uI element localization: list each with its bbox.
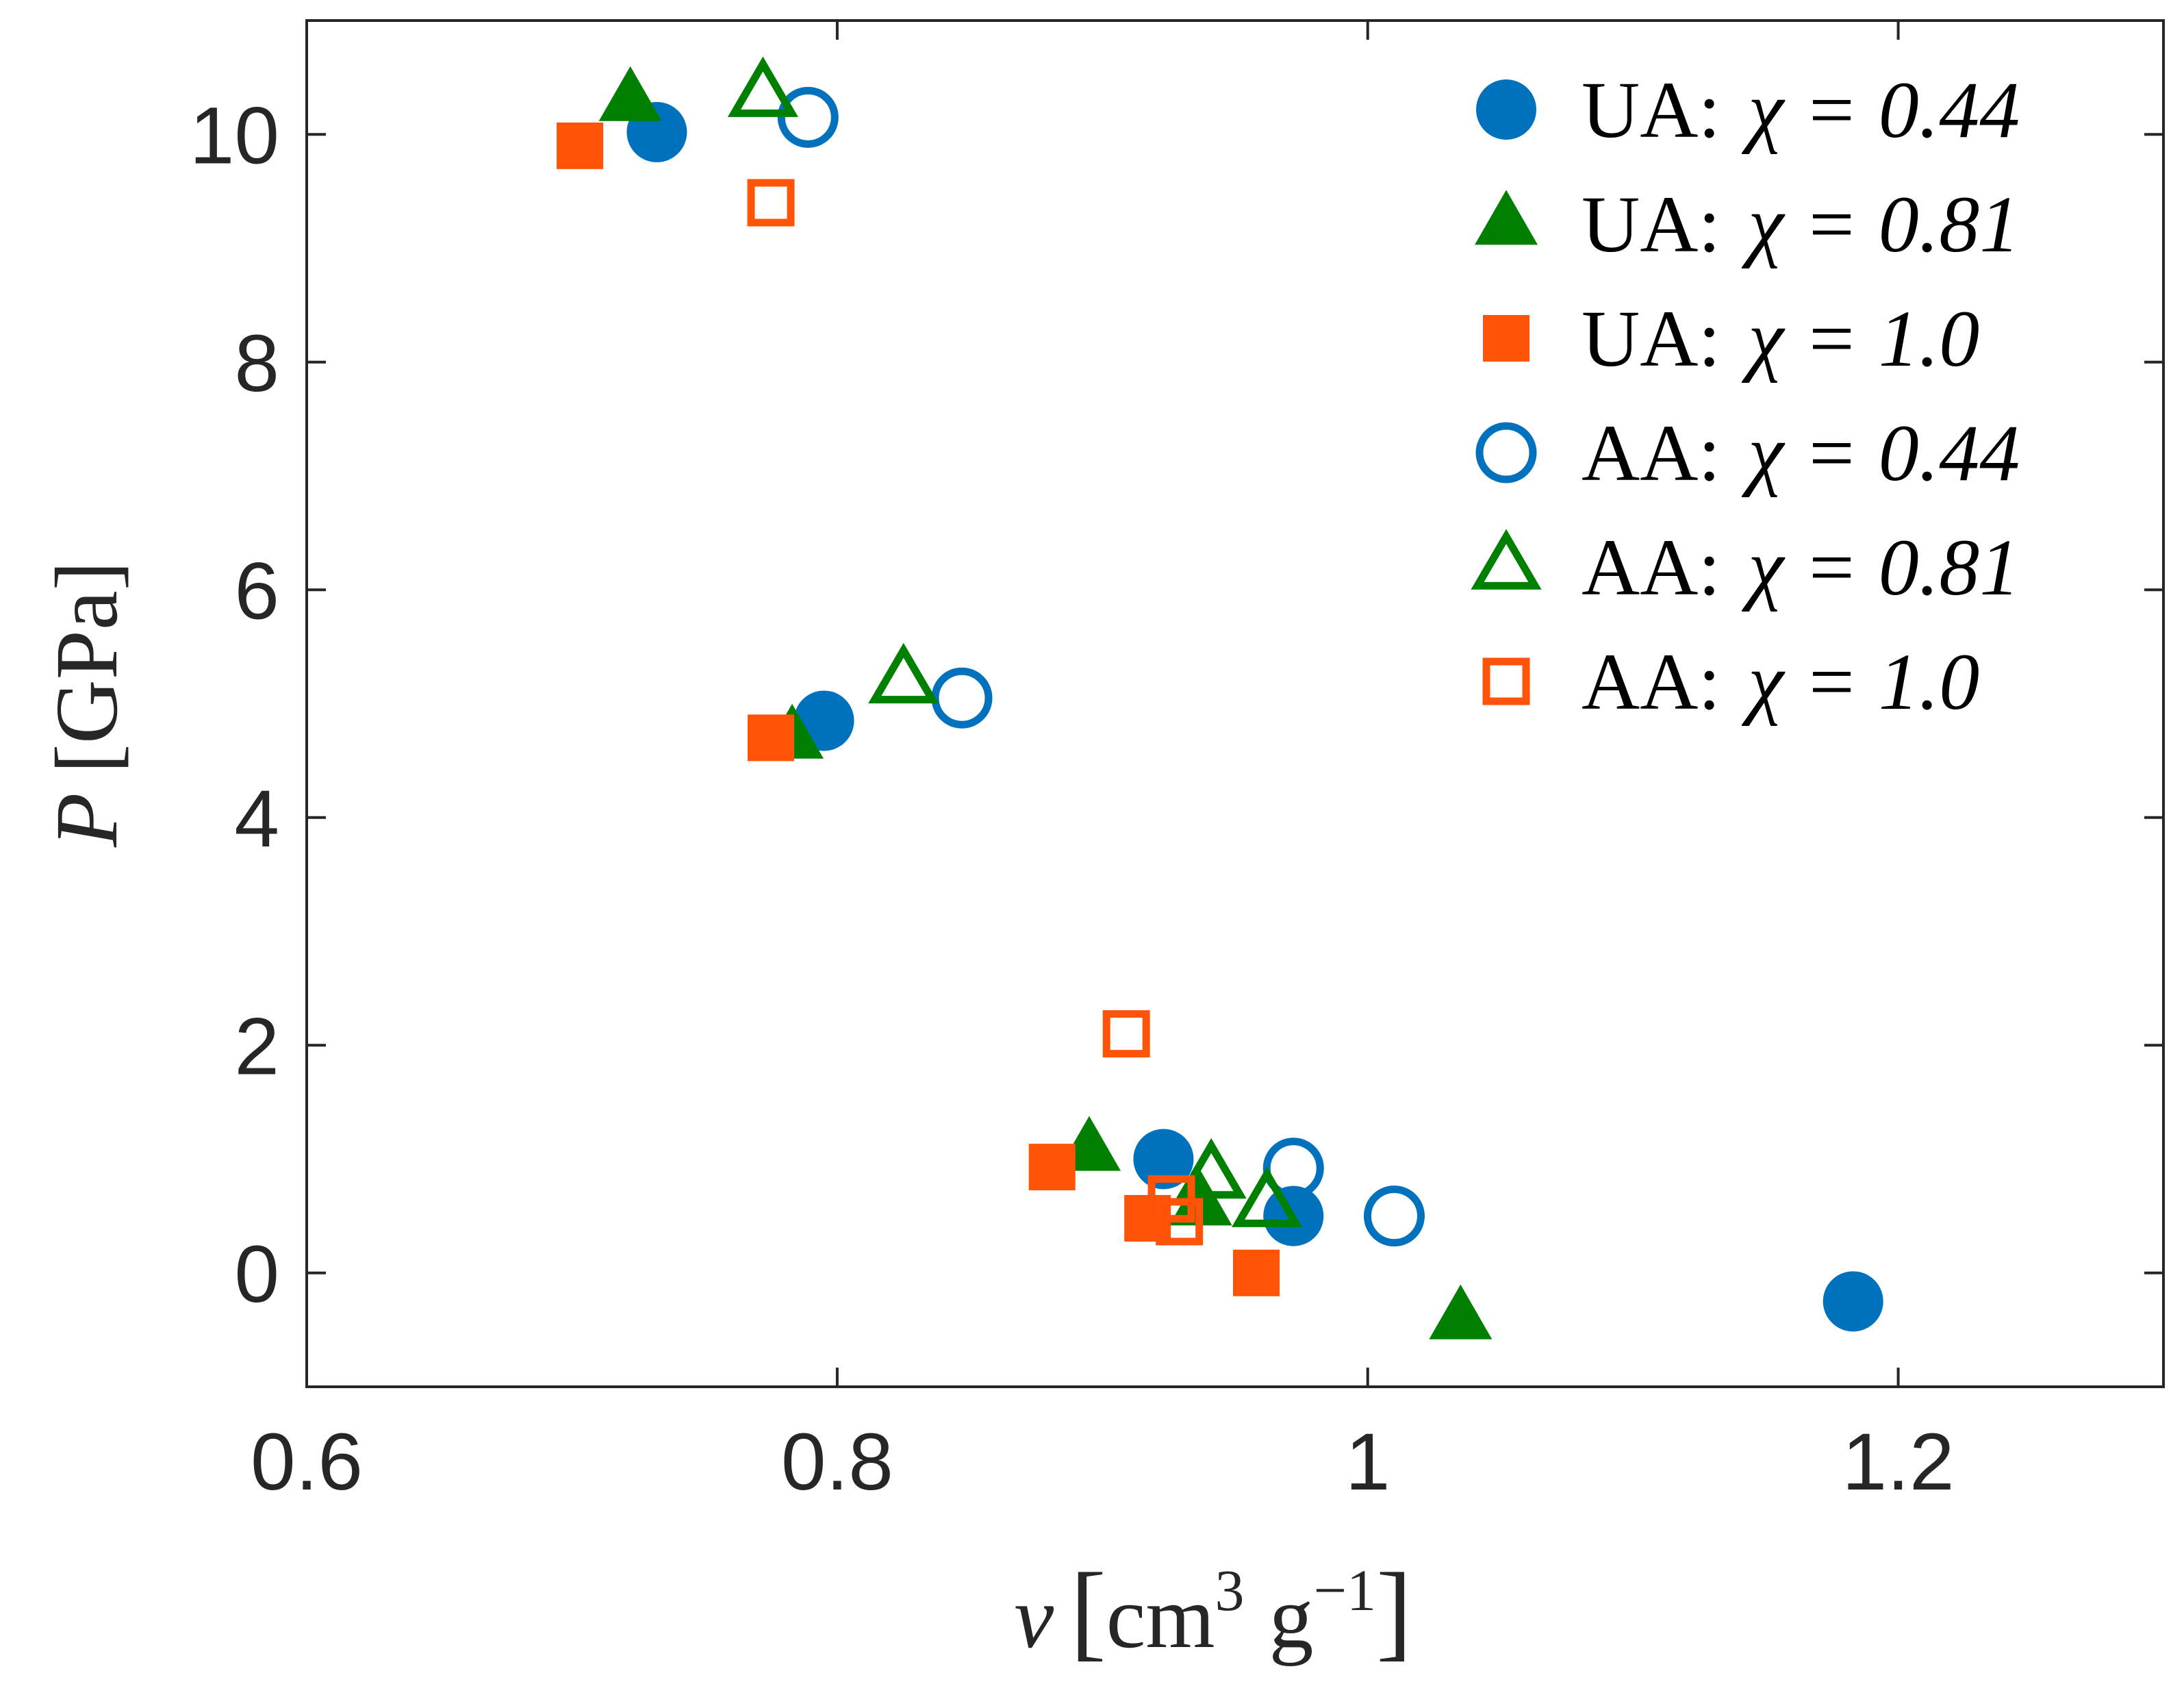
legend-open-square-icon bbox=[1482, 657, 1530, 705]
legend-label: AA: χ = 0.44 bbox=[1582, 408, 2020, 498]
plot-frame bbox=[305, 19, 2165, 1388]
series-open-triangle bbox=[727, 56, 1303, 1227]
open-square-point bbox=[747, 179, 795, 227]
legend-filled-circle-icon bbox=[1476, 79, 1536, 140]
open-triangle-point bbox=[727, 56, 798, 117]
y-tick-label: 2 bbox=[234, 1001, 279, 1092]
legend-filled-square-icon bbox=[1483, 315, 1529, 362]
open-triangle-point bbox=[1231, 1166, 1303, 1227]
x-tick-label: 1.2 bbox=[1842, 1417, 1955, 1507]
legend-item: UA: χ = 0.81 bbox=[1475, 179, 2020, 269]
filled-triangle-point bbox=[598, 66, 662, 121]
y-tick-label: 0 bbox=[234, 1229, 279, 1320]
y-axis-label: P[GPa] bbox=[38, 561, 136, 848]
open-square-point bbox=[1102, 1010, 1150, 1058]
x-tick-labels: 0.6 0.8 1 1.2 bbox=[251, 1417, 1955, 1507]
y-tick-label: 6 bbox=[234, 546, 279, 636]
legend-label: AA: χ = 0.81 bbox=[1582, 523, 2020, 612]
x-axis-label: v [cm3 g−1] bbox=[1014, 1551, 1412, 1671]
y-tick-label: 4 bbox=[234, 774, 279, 864]
filled-square-point bbox=[748, 714, 794, 762]
legend-label: UA: χ = 0.81 bbox=[1582, 179, 2020, 269]
filled-square-point bbox=[1232, 1249, 1280, 1296]
filled-triangle-point bbox=[1429, 1284, 1493, 1340]
axis-ticks bbox=[305, 21, 2163, 1387]
legend-item: AA: χ = 0.44 bbox=[1475, 408, 2020, 498]
legend-item: AA: χ = 1.0 bbox=[1482, 637, 1979, 727]
open-triangle-point bbox=[1176, 1138, 1247, 1199]
filled-square-point bbox=[557, 122, 604, 169]
series-filled-square bbox=[557, 122, 1280, 1296]
x-tick-label: 0.8 bbox=[781, 1417, 893, 1507]
open-circle-point bbox=[1363, 1185, 1425, 1247]
x-tick-label: 0.6 bbox=[251, 1417, 363, 1507]
legend-filled-triangle-icon bbox=[1475, 190, 1538, 245]
y-tick-labels: 0 2 4 6 8 10 bbox=[190, 90, 279, 1320]
data-markers bbox=[557, 56, 1883, 1340]
filled-square-point bbox=[1028, 1144, 1076, 1191]
legend-open-circle-icon bbox=[1475, 422, 1537, 483]
filled-circle-point bbox=[1823, 1271, 1883, 1332]
series-open-square bbox=[747, 179, 1204, 1246]
open-triangle-point bbox=[868, 642, 939, 704]
legend-label: UA: χ = 0.44 bbox=[1582, 65, 2020, 155]
filled-circle-point bbox=[1133, 1129, 1194, 1190]
y-tick-label: 10 bbox=[190, 90, 279, 181]
open-square-point bbox=[1156, 1198, 1204, 1246]
legend-item: UA: χ = 0.44 bbox=[1476, 65, 2020, 155]
legend-item: AA: χ = 0.81 bbox=[1471, 523, 2020, 612]
plot-area bbox=[307, 21, 2163, 1387]
open-circle-point bbox=[777, 86, 839, 148]
legend-label: AA: χ = 1.0 bbox=[1582, 637, 1979, 727]
x-tick-label: 1 bbox=[1345, 1417, 1391, 1507]
legend-label: UA: χ = 1.0 bbox=[1582, 294, 1979, 384]
legend: UA: χ = 0.44 UA: χ = 0.81 UA: χ = 1.0 AA: χ = 0… bbox=[1471, 65, 2020, 727]
y-tick-label: 8 bbox=[234, 318, 279, 409]
series-filled-circle bbox=[626, 101, 1883, 1332]
legend-item: UA: χ = 1.0 bbox=[1483, 294, 1979, 384]
legend-open-triangle-icon bbox=[1471, 529, 1542, 590]
